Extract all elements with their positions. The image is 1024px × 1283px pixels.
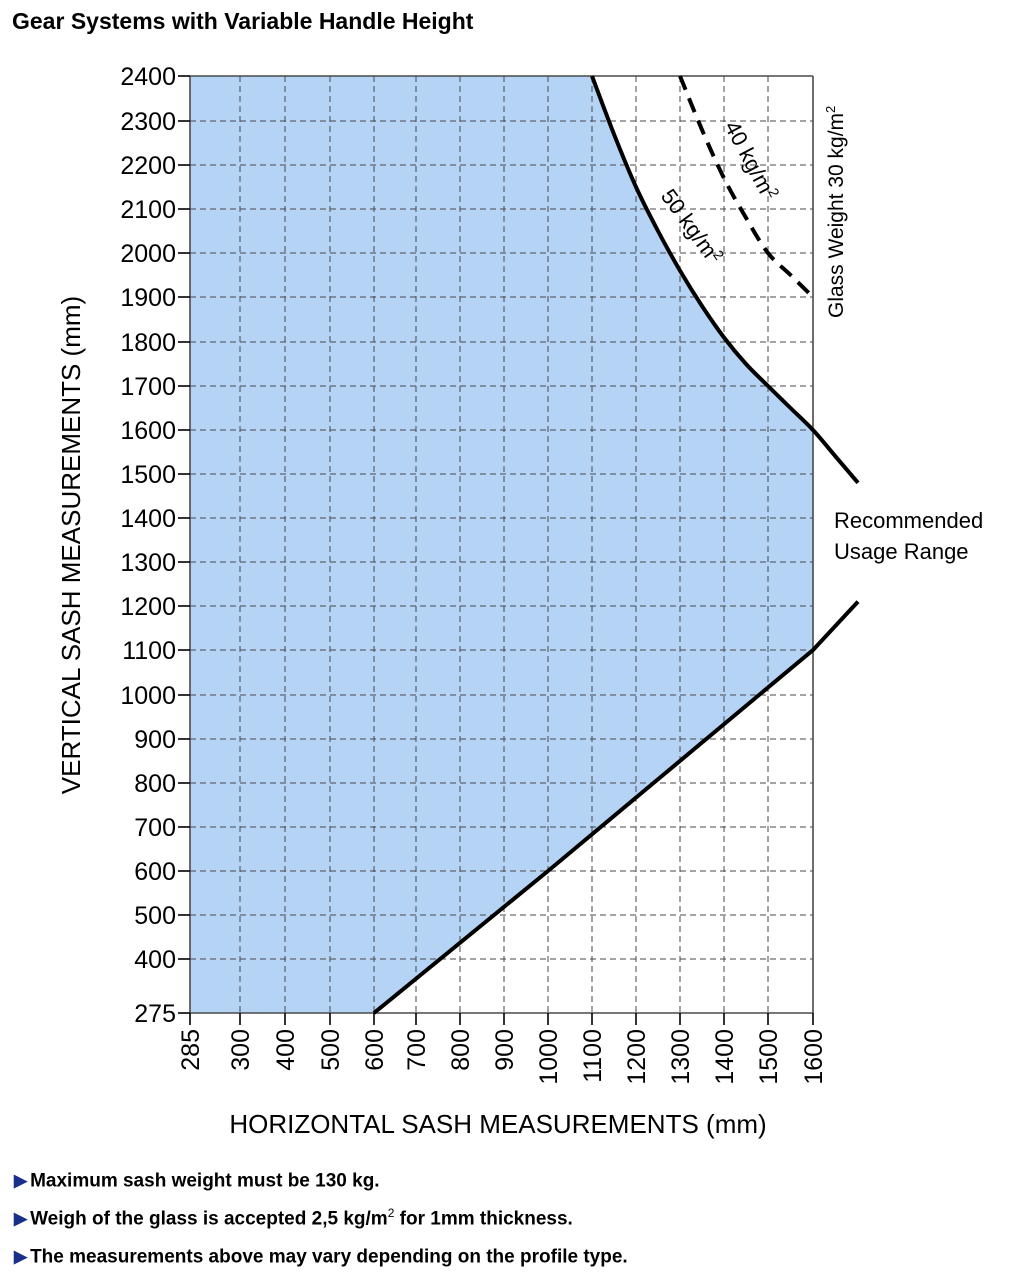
y-tick-label: 2300 <box>120 108 176 136</box>
y-tick-label: 1400 <box>120 505 176 533</box>
sash-measurement-chart: 275 400 500 600 700 800 900 1000 1100 1200 1300 140… <box>56 63 989 1139</box>
y-tick-label: 1000 <box>120 682 176 710</box>
y-tick-label: 1900 <box>120 284 176 312</box>
label-30-kg: Glass Weight 30 kg/m2 <box>823 106 848 318</box>
y-tick-label: 1800 <box>120 329 176 357</box>
triangle-right-icon: ▶ <box>14 1209 28 1229</box>
x-tick-label: 600 <box>361 1029 389 1071</box>
y-tick-label: 400 <box>134 946 176 974</box>
y-tick-label: 1200 <box>120 593 176 621</box>
grid-lines <box>189 75 814 1014</box>
note-item: ▶ The measurements above may vary dependi… <box>14 1246 628 1268</box>
note-item: ▶ Weigh of the glass is accepted 2,5 kg/m… <box>14 1206 573 1230</box>
y-tick-label: 1500 <box>120 461 176 489</box>
x-axis-title: HORIZONTAL SASH MEASUREMENTS (mm) <box>229 1109 766 1139</box>
curve-40-kg <box>678 75 815 299</box>
x-tick-label: 1600 <box>800 1029 828 1085</box>
x-tick-label: 300 <box>227 1029 255 1071</box>
x-tick-label: 900 <box>491 1029 519 1071</box>
x-tick-label: 1500 <box>755 1029 783 1085</box>
y-tick-label: 1700 <box>120 373 176 401</box>
usage-range-label: Recommended Usage Range <box>834 508 989 564</box>
x-tick-label: 1400 <box>711 1029 739 1085</box>
axis-ticks: 275 400 500 600 700 800 900 1000 1100 1200 1300 140… <box>120 63 828 1085</box>
weight-curves <box>372 75 860 1015</box>
note-item: ▶ Maximum sash weight must be 130 kg. <box>14 1170 380 1192</box>
y-tick-label: 2100 <box>120 196 176 224</box>
y-axis-title: VERTICAL SASH MEASUREMENTS (mm) <box>56 296 86 794</box>
y-tick-label: 1600 <box>120 417 176 445</box>
x-tick-label: 800 <box>447 1029 475 1071</box>
x-tick-label: 285 <box>177 1029 205 1071</box>
y-tick-label: 500 <box>134 902 176 930</box>
y-tick-label: 2400 <box>120 63 176 91</box>
y-tick-label: 2000 <box>120 240 176 268</box>
curve-50-kg <box>590 75 860 485</box>
y-tick-label: 900 <box>134 726 176 754</box>
y-tick-label: 275 <box>134 1000 176 1028</box>
page-title: Gear Systems with Variable Handle Height <box>12 8 474 34</box>
x-tick-label: 1200 <box>623 1029 651 1085</box>
x-tick-label: 400 <box>272 1029 300 1071</box>
triangle-right-icon: ▶ <box>14 1171 28 1191</box>
y-tick-label: 2200 <box>120 152 176 180</box>
x-tick-label: 1000 <box>535 1029 563 1085</box>
y-tick-label: 600 <box>134 858 176 886</box>
y-tick-label: 800 <box>134 770 176 798</box>
y-tick-label: 700 <box>134 814 176 842</box>
lower-limit-line <box>372 600 860 1015</box>
x-tick-label: 1300 <box>667 1029 695 1085</box>
y-tick-label: 1300 <box>120 549 176 577</box>
x-tick-label: 500 <box>317 1029 345 1071</box>
x-tick-label: 1100 <box>579 1029 607 1083</box>
y-tick-label: 1100 <box>122 637 176 665</box>
notes-list: ▶ Maximum sash weight must be 130 kg. ▶ We… <box>14 1168 628 1282</box>
x-tick-label: 700 <box>403 1029 431 1071</box>
triangle-right-icon: ▶ <box>14 1247 28 1267</box>
